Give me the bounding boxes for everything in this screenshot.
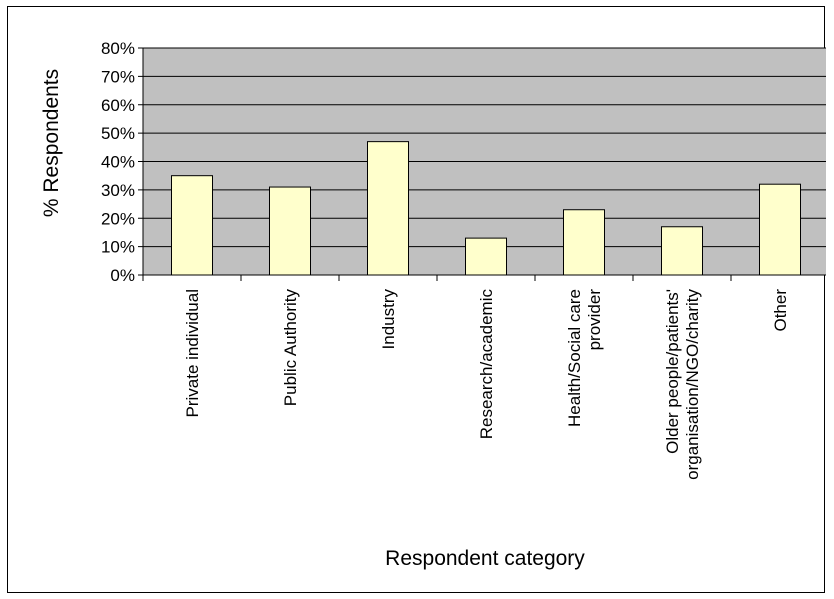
bar <box>367 141 409 276</box>
x-tick-label: Older people/patients' <box>663 289 682 454</box>
bar <box>661 226 703 276</box>
y-tick-label: 20% <box>101 209 135 228</box>
y-tick-label: 10% <box>101 238 135 257</box>
x-tick-label: provider <box>585 289 604 351</box>
y-tick-label: 0% <box>110 266 135 285</box>
y-axis: 0% 10% 20% 30% 40% 50% 60% 70% 80% <box>101 39 144 285</box>
y-tick-label: 60% <box>101 96 135 115</box>
bar <box>465 237 507 276</box>
x-tick-label: Industry <box>379 289 398 350</box>
y-tick-label: 30% <box>101 181 135 200</box>
x-axis: Private individual Public Authority Indust… <box>142 274 826 480</box>
bar <box>171 175 213 276</box>
x-tick-label: Public Authority <box>281 289 300 407</box>
x-tick-label: Health/Social care <box>565 289 584 427</box>
y-axis-title: % Respondents <box>40 69 63 217</box>
y-tick-label: 50% <box>101 124 135 143</box>
y-tick-label: 40% <box>101 153 135 172</box>
bar-chart: 0% 10% 20% 30% 40% 50% 60% 70% 80% Private indiv… <box>40 39 826 570</box>
x-tick-label: Private individual <box>183 289 202 418</box>
bar <box>759 183 801 276</box>
bar <box>563 209 605 276</box>
x-tick-label: organisation/NGO/charity <box>683 289 702 480</box>
x-tick-label: Research/academic <box>477 289 496 440</box>
x-axis-title: Respondent category <box>385 547 585 570</box>
y-tick-label: 70% <box>101 67 135 86</box>
chart-frame: 0% 10% 20% 30% 40% 50% 60% 70% 80% Private indiv… <box>7 6 826 593</box>
y-tick-label: 80% <box>101 39 135 58</box>
x-tick-label: Other <box>771 289 790 332</box>
bar <box>269 186 311 276</box>
bars <box>171 141 801 276</box>
